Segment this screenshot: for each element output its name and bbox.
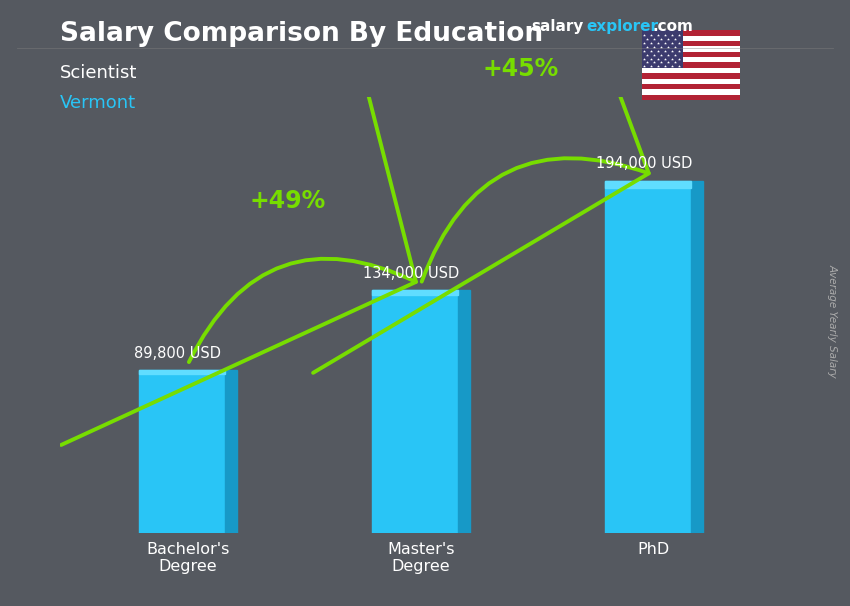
Bar [642,73,740,79]
Text: +45%: +45% [483,58,559,81]
Text: Scientist: Scientist [60,64,137,82]
Text: 194,000 USD: 194,000 USD [596,156,692,171]
Bar [139,370,225,533]
Bar [371,290,458,533]
Bar [642,79,740,84]
Bar [691,181,703,533]
Bar [642,68,740,73]
Text: Vermont: Vermont [60,94,136,112]
Bar [458,290,470,533]
Bar [139,370,225,374]
Bar [642,47,740,52]
Bar [642,89,740,95]
Bar [605,181,691,188]
Bar [371,290,458,295]
Bar [642,95,740,100]
Bar [642,41,740,47]
Bar [225,370,236,533]
FancyArrowPatch shape [313,0,649,373]
Bar [642,52,740,57]
Bar [642,84,740,89]
Text: Salary Comparison By Education: Salary Comparison By Education [60,21,542,47]
Text: 89,800 USD: 89,800 USD [134,346,221,361]
Text: +49%: +49% [250,189,326,213]
Text: .com: .com [653,19,694,35]
Bar [642,30,683,68]
Bar [642,36,740,41]
Text: salary: salary [531,19,584,35]
Bar [642,30,740,36]
Text: explorer: explorer [586,19,659,35]
FancyArrowPatch shape [61,0,416,445]
Text: 134,000 USD: 134,000 USD [363,265,459,281]
Bar [605,181,691,533]
Bar [642,62,740,68]
Text: Average Yearly Salary: Average Yearly Salary [827,264,837,378]
Bar [642,57,740,62]
